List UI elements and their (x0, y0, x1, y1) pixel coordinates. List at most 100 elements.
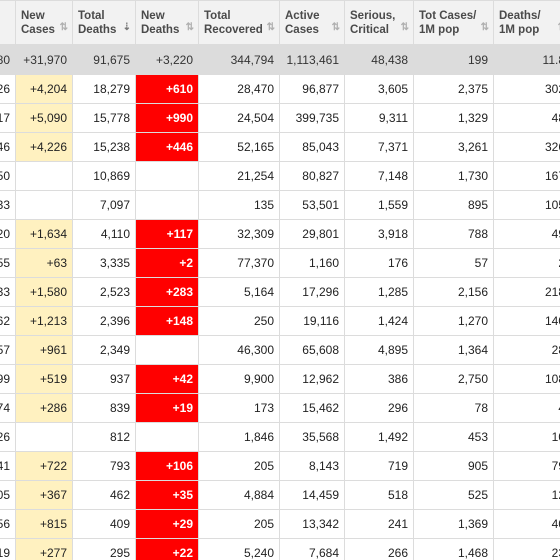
column-header-new-deaths[interactable]: New Deaths ⇅ (135, 0, 199, 45)
header-line-2: Cases (285, 23, 319, 36)
cell-deaths-per-1m: 79 (493, 451, 560, 481)
cell-tot-cases-per-1m: 2,375 (413, 74, 494, 104)
column-header-new-cases[interactable]: New Cases ⇅ (15, 0, 73, 45)
cell-serious-critical: 719 (344, 451, 414, 481)
cell-deaths-per-1m: 49 (493, 219, 560, 249)
cell-active-cases: 399,735 (279, 103, 345, 133)
table-row: 17+5,09015,778+99024,504399,7359,3111,32… (0, 103, 560, 133)
column-header-total-deaths[interactable]: Total Deaths ⇣ (72, 0, 136, 45)
cell-serious-critical: 9,311 (344, 103, 414, 133)
cell-active-cases: 80,827 (279, 161, 345, 191)
cell-new-deaths: +3,220 (135, 44, 199, 75)
cell-total-recovered: 205 (198, 509, 280, 539)
cell-total-deaths: 10,869 (72, 161, 136, 191)
header-line-1: Total (78, 9, 105, 22)
cell-total-recovered: 205 (198, 451, 280, 481)
header-line-2: Deaths (78, 23, 117, 36)
cell-deaths-per-1m: 48 (493, 103, 560, 133)
cell-deaths-per-1m: 105 (493, 190, 560, 220)
sort-arrows-icon[interactable]: ⇅ (331, 22, 340, 33)
cell-serious-critical: 266 (344, 538, 414, 560)
header-row: New Cases ⇅ Total Deaths ⇣ New Deaths ⇅ Total Reco… (0, 0, 560, 45)
column-header-total-cases-partial[interactable] (0, 0, 16, 45)
cell-total-deaths: 15,778 (72, 103, 136, 133)
cell-deaths-per-1m: 4 (493, 393, 560, 423)
cell-total-cases-partial: 74 (0, 393, 16, 423)
column-header-deaths-per-1m[interactable]: Deaths/1M pop ⇅ (493, 0, 560, 45)
world-total-row: 80+31,97091,675+3,220344,7941,113,46148,… (0, 44, 560, 75)
cell-tot-cases-per-1m: 2,750 (413, 364, 494, 394)
cell-serious-critical: 1,492 (344, 422, 414, 452)
column-header-serious-critical[interactable]: Serious, Critical ⇅ (344, 0, 414, 45)
sort-arrows-icon[interactable]: ⇅ (266, 22, 275, 33)
sort-arrows-icon[interactable]: ⇅ (558, 21, 560, 35)
cell-deaths-per-1m: 40 (493, 509, 560, 539)
cell-tot-cases-per-1m: 525 (413, 480, 494, 510)
cell-serious-critical: 3,605 (344, 74, 414, 104)
cell-total-deaths: 839 (72, 393, 136, 423)
cell-new-cases: +815 (15, 509, 73, 539)
cell-tot-cases-per-1m: 3,261 (413, 132, 494, 162)
cell-total-cases-partial: 50 (0, 161, 16, 191)
column-header-active-cases[interactable]: Active Cases ⇅ (279, 0, 345, 45)
cell-new-cases: +367 (15, 480, 73, 510)
cell-total-recovered: 32,309 (198, 219, 280, 249)
cell-new-deaths (135, 190, 199, 220)
cell-active-cases: 13,342 (279, 509, 345, 539)
cell-deaths-per-1m: 12 (493, 480, 560, 510)
cell-new-cases: +519 (15, 364, 73, 394)
cell-total-recovered: 135 (198, 190, 280, 220)
cell-serious-critical: 1,559 (344, 190, 414, 220)
cell-new-deaths: +42 (135, 364, 199, 394)
cell-total-cases-partial: 05 (0, 480, 16, 510)
cell-total-cases-partial: 80 (0, 44, 16, 75)
cell-total-recovered: 24,504 (198, 103, 280, 133)
cell-active-cases: 15,462 (279, 393, 345, 423)
column-header-total-recovered[interactable]: Total Recovered ⇅ (198, 0, 280, 45)
sort-arrows-icon[interactable]: ⇣ (122, 22, 131, 33)
cell-deaths-per-1m: 10 (493, 422, 560, 452)
cell-total-recovered: 250 (198, 306, 280, 336)
cell-new-cases: +63 (15, 248, 73, 278)
cell-active-cases: 53,501 (279, 190, 345, 220)
column-header-tot-cases-per-1m[interactable]: Tot Cases/1M pop ⇅ (413, 0, 494, 45)
sort-arrows-icon[interactable]: ⇅ (185, 22, 194, 33)
sort-arrows-icon[interactable]: ⇅ (400, 22, 409, 33)
cell-active-cases: 12,962 (279, 364, 345, 394)
cell-total-recovered: 77,370 (198, 248, 280, 278)
header-line-2: 1M pop (499, 23, 540, 36)
sort-arrows-icon[interactable]: ⇅ (480, 22, 489, 33)
cell-tot-cases-per-1m: 78 (413, 393, 494, 423)
cell-serious-critical: 176 (344, 248, 414, 278)
cell-total-recovered: 52,165 (198, 132, 280, 162)
sort-arrows-icon[interactable]: ⇅ (59, 22, 68, 33)
cell-active-cases: 8,143 (279, 451, 345, 481)
cell-total-recovered: 344,794 (198, 44, 280, 75)
cell-tot-cases-per-1m: 1,369 (413, 509, 494, 539)
header-line-2: Critical (350, 23, 389, 36)
cell-active-cases: 14,459 (279, 480, 345, 510)
cell-total-deaths: 4,110 (72, 219, 136, 249)
cell-serious-critical: 48,438 (344, 44, 414, 75)
cell-new-deaths: +148 (135, 306, 199, 336)
cell-serious-critical: 7,148 (344, 161, 414, 191)
cell-deaths-per-1m: 167 (493, 161, 560, 191)
cell-active-cases: 7,684 (279, 538, 345, 560)
cell-active-cases: 29,801 (279, 219, 345, 249)
cell-serious-critical: 4,895 (344, 335, 414, 365)
cell-serious-critical: 3,918 (344, 219, 414, 249)
table-row: 46+4,22615,238+44652,16585,0437,3713,261… (0, 132, 560, 162)
cell-new-cases: +277 (15, 538, 73, 560)
cell-new-cases (15, 422, 73, 452)
cell-total-recovered: 1,846 (198, 422, 280, 452)
cell-active-cases: 1,113,461 (279, 44, 345, 75)
cell-deaths-per-1m: 218 (493, 277, 560, 307)
cell-new-cases: +1,634 (15, 219, 73, 249)
cell-new-cases: +961 (15, 335, 73, 365)
